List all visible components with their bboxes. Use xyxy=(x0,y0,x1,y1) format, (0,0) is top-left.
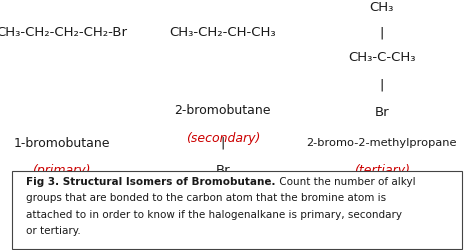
Text: 2-bromo-2-methylpropane: 2-bromo-2-methylpropane xyxy=(306,138,457,147)
FancyBboxPatch shape xyxy=(12,171,462,249)
Text: 1-bromobutane: 1-bromobutane xyxy=(13,136,110,149)
Text: 2-bromobutane: 2-bromobutane xyxy=(174,104,271,117)
Text: (secondary): (secondary) xyxy=(186,131,260,144)
Text: CH₃-CH₂-CH-CH₃: CH₃-CH₂-CH-CH₃ xyxy=(170,26,276,39)
Text: |: | xyxy=(379,26,384,39)
Text: groups that are bonded to the carbon atom that the bromine atom is: groups that are bonded to the carbon ato… xyxy=(26,192,386,202)
Text: or tertiary.: or tertiary. xyxy=(26,225,81,235)
Text: |: | xyxy=(379,78,384,92)
Text: (tertiary): (tertiary) xyxy=(354,164,410,176)
Text: Fig 3. Structural Isomers of Bromobutane.: Fig 3. Structural Isomers of Bromobutane… xyxy=(26,176,275,186)
Text: CH₃: CH₃ xyxy=(369,1,394,14)
Text: CH₃-CH₂-CH₂-CH₂-Br: CH₃-CH₂-CH₂-CH₂-Br xyxy=(0,26,127,39)
Text: (primary): (primary) xyxy=(32,164,91,176)
Text: Br: Br xyxy=(374,106,389,119)
Text: CH₃-C-CH₃: CH₃-C-CH₃ xyxy=(348,51,415,64)
Text: |: | xyxy=(220,136,225,149)
Text: Br: Br xyxy=(216,164,230,176)
Text: attached to in order to know if the halogenalkane is primary, secondary: attached to in order to know if the halo… xyxy=(26,209,402,219)
Text: Count the number of alkyl: Count the number of alkyl xyxy=(275,176,415,186)
